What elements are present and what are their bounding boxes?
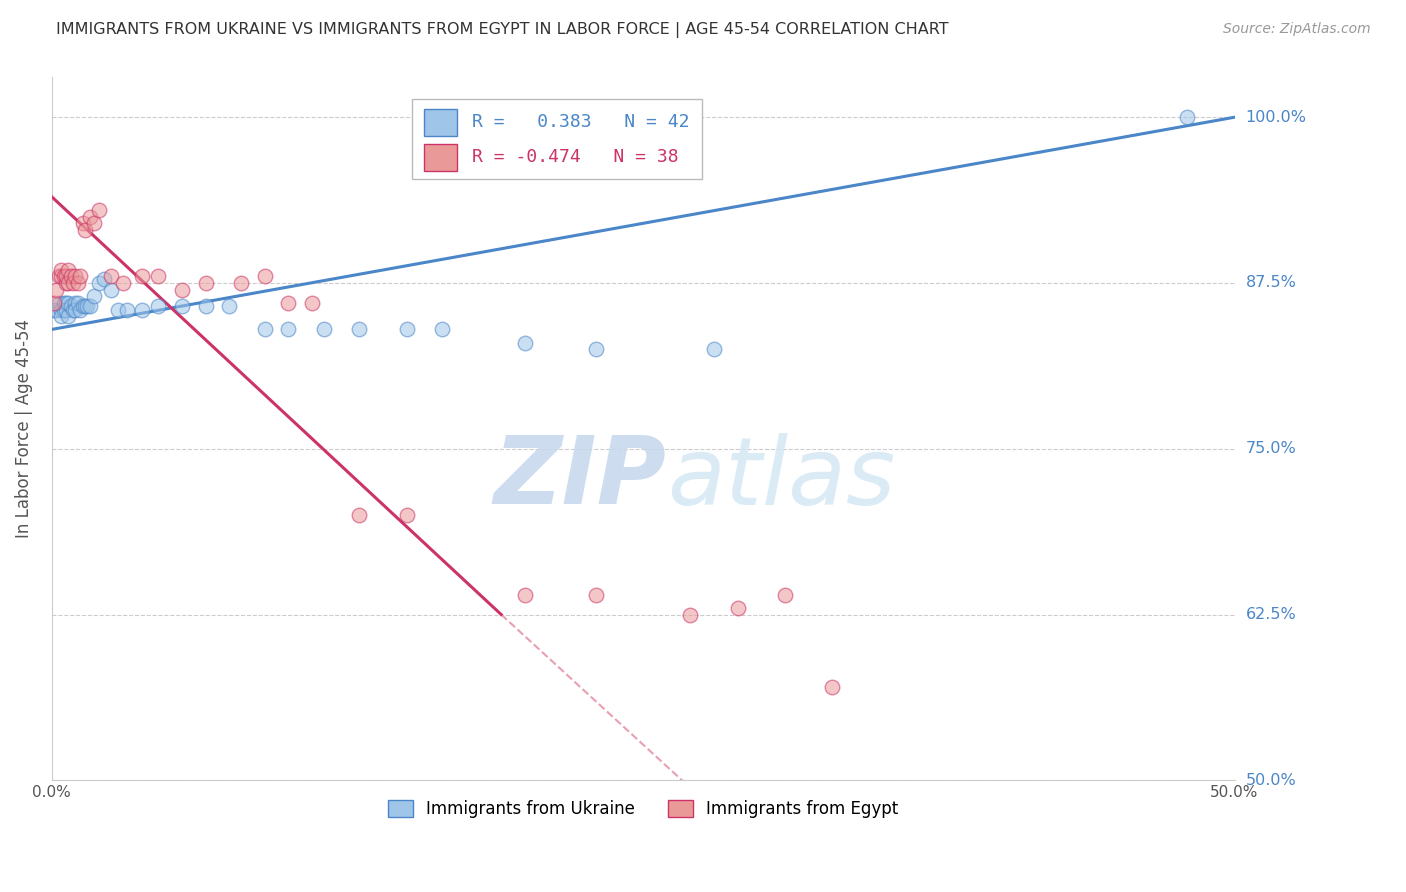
Point [66, 276, 89, 290]
Point [1175, 110, 1198, 124]
Point [585, 343, 607, 357]
Text: atlas: atlas [666, 433, 896, 524]
Text: IMMIGRANTS FROM UKRAINE VS IMMIGRANTS FROM EGYPT IN LABOR FORCE | AGE 45-54 CORR: IMMIGRANTS FROM UKRAINE VS IMMIGRANTS FR… [56, 22, 949, 38]
Point [301, 296, 323, 310]
Point [55, 296, 77, 310]
Point [48, 296, 70, 310]
Text: Source: ZipAtlas.com: Source: ZipAtlas.com [1223, 22, 1371, 37]
Point [51, 262, 73, 277]
Point [65, 296, 87, 310]
Point [42, 296, 65, 310]
Point [55, 302, 77, 317]
Point [48, 269, 70, 284]
Point [59, 269, 82, 284]
Point [58, 296, 80, 310]
Point [117, 302, 139, 317]
Point [170, 283, 193, 297]
Point [51, 302, 73, 317]
Point [277, 322, 299, 336]
Point [45, 302, 67, 317]
Point [349, 508, 371, 522]
Point [59, 299, 82, 313]
Text: 62.5%: 62.5% [1246, 607, 1296, 622]
Text: 75.0%: 75.0% [1246, 442, 1296, 457]
Point [430, 322, 453, 336]
Point [79, 210, 101, 224]
Point [148, 299, 170, 313]
Point [66, 296, 89, 310]
Point [107, 302, 129, 317]
Point [277, 296, 299, 310]
Point [62, 302, 84, 317]
FancyBboxPatch shape [425, 109, 457, 136]
Text: ZIP: ZIP [494, 432, 666, 524]
Point [72, 299, 94, 313]
Point [73, 299, 96, 313]
Point [55, 276, 77, 290]
Point [58, 262, 80, 277]
FancyBboxPatch shape [412, 98, 702, 179]
Point [773, 588, 796, 602]
Point [62, 276, 84, 290]
Point [52, 296, 75, 310]
Point [194, 299, 217, 313]
Point [111, 276, 134, 290]
Point [73, 223, 96, 237]
Point [52, 302, 75, 317]
Point [51, 309, 73, 323]
Point [513, 588, 536, 602]
Point [349, 322, 371, 336]
Text: R = -0.474   N = 38: R = -0.474 N = 38 [471, 148, 678, 166]
Text: 87.5%: 87.5% [1246, 276, 1296, 291]
Point [69, 269, 91, 284]
Point [253, 322, 276, 336]
Point [585, 588, 607, 602]
Point [395, 322, 418, 336]
Y-axis label: In Labor Force | Age 45-54: In Labor Force | Age 45-54 [15, 319, 32, 539]
Point [45, 283, 67, 297]
Point [52, 269, 75, 284]
Point [679, 607, 702, 622]
Point [253, 269, 276, 284]
Point [148, 269, 170, 284]
Point [395, 508, 418, 522]
Point [87, 202, 110, 217]
Point [79, 299, 101, 313]
Point [65, 269, 87, 284]
Point [194, 276, 217, 290]
Point [229, 276, 252, 290]
Point [69, 302, 91, 317]
Point [131, 302, 153, 317]
Point [513, 335, 536, 350]
Point [727, 601, 749, 615]
Point [170, 299, 193, 313]
Point [55, 269, 77, 284]
Point [65, 302, 87, 317]
Legend: Immigrants from Ukraine, Immigrants from Egypt: Immigrants from Ukraine, Immigrants from… [381, 793, 905, 825]
Point [58, 276, 80, 290]
Point [42, 302, 65, 317]
Point [131, 269, 153, 284]
Point [821, 681, 844, 695]
FancyBboxPatch shape [425, 145, 457, 171]
Text: 50.0%: 50.0% [1246, 772, 1296, 788]
Point [218, 299, 240, 313]
Point [58, 309, 80, 323]
Point [87, 276, 110, 290]
Text: 100.0%: 100.0% [1246, 110, 1306, 125]
Point [51, 269, 73, 284]
Point [100, 269, 122, 284]
Point [83, 216, 105, 230]
Point [93, 272, 115, 286]
Point [100, 283, 122, 297]
Point [703, 343, 725, 357]
Point [72, 216, 94, 230]
Point [312, 322, 335, 336]
Point [76, 299, 98, 313]
Point [83, 289, 105, 303]
Text: R =   0.383   N = 42: R = 0.383 N = 42 [471, 112, 689, 131]
